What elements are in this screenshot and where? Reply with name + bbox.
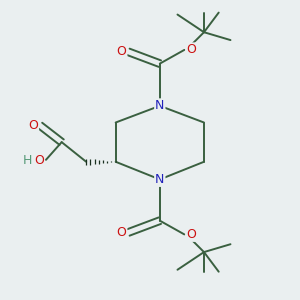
Text: N: N (155, 173, 164, 186)
Text: O: O (186, 228, 196, 241)
Text: O: O (117, 226, 126, 239)
Text: N: N (155, 99, 164, 112)
Text: O: O (117, 45, 126, 58)
Text: O: O (186, 44, 196, 56)
Text: O: O (28, 119, 38, 132)
Text: H: H (23, 154, 32, 167)
Text: O: O (34, 154, 44, 167)
